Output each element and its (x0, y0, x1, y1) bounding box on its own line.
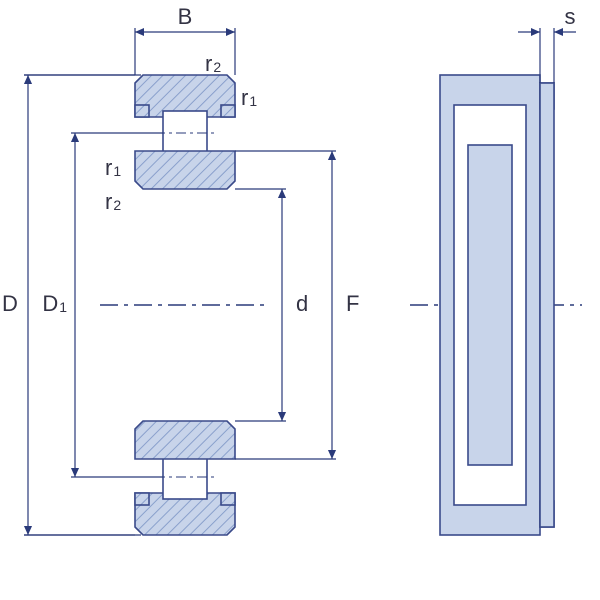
label-d: d (296, 291, 308, 316)
label-F: F (346, 291, 359, 316)
label-r1-outer-top: r1 (241, 85, 257, 110)
bearing-diagram: D D1 d F Bs r2 r1 r1 r2 (0, 0, 600, 600)
label-s: s (565, 4, 576, 29)
label-r2-inner: r2 (105, 189, 121, 214)
label-r2-outer-top: r2 (205, 51, 221, 76)
label-D: D (2, 291, 18, 316)
label-B: B (178, 4, 193, 29)
label-r1-inner: r1 (105, 155, 121, 180)
label-D1: D1 (42, 291, 67, 316)
